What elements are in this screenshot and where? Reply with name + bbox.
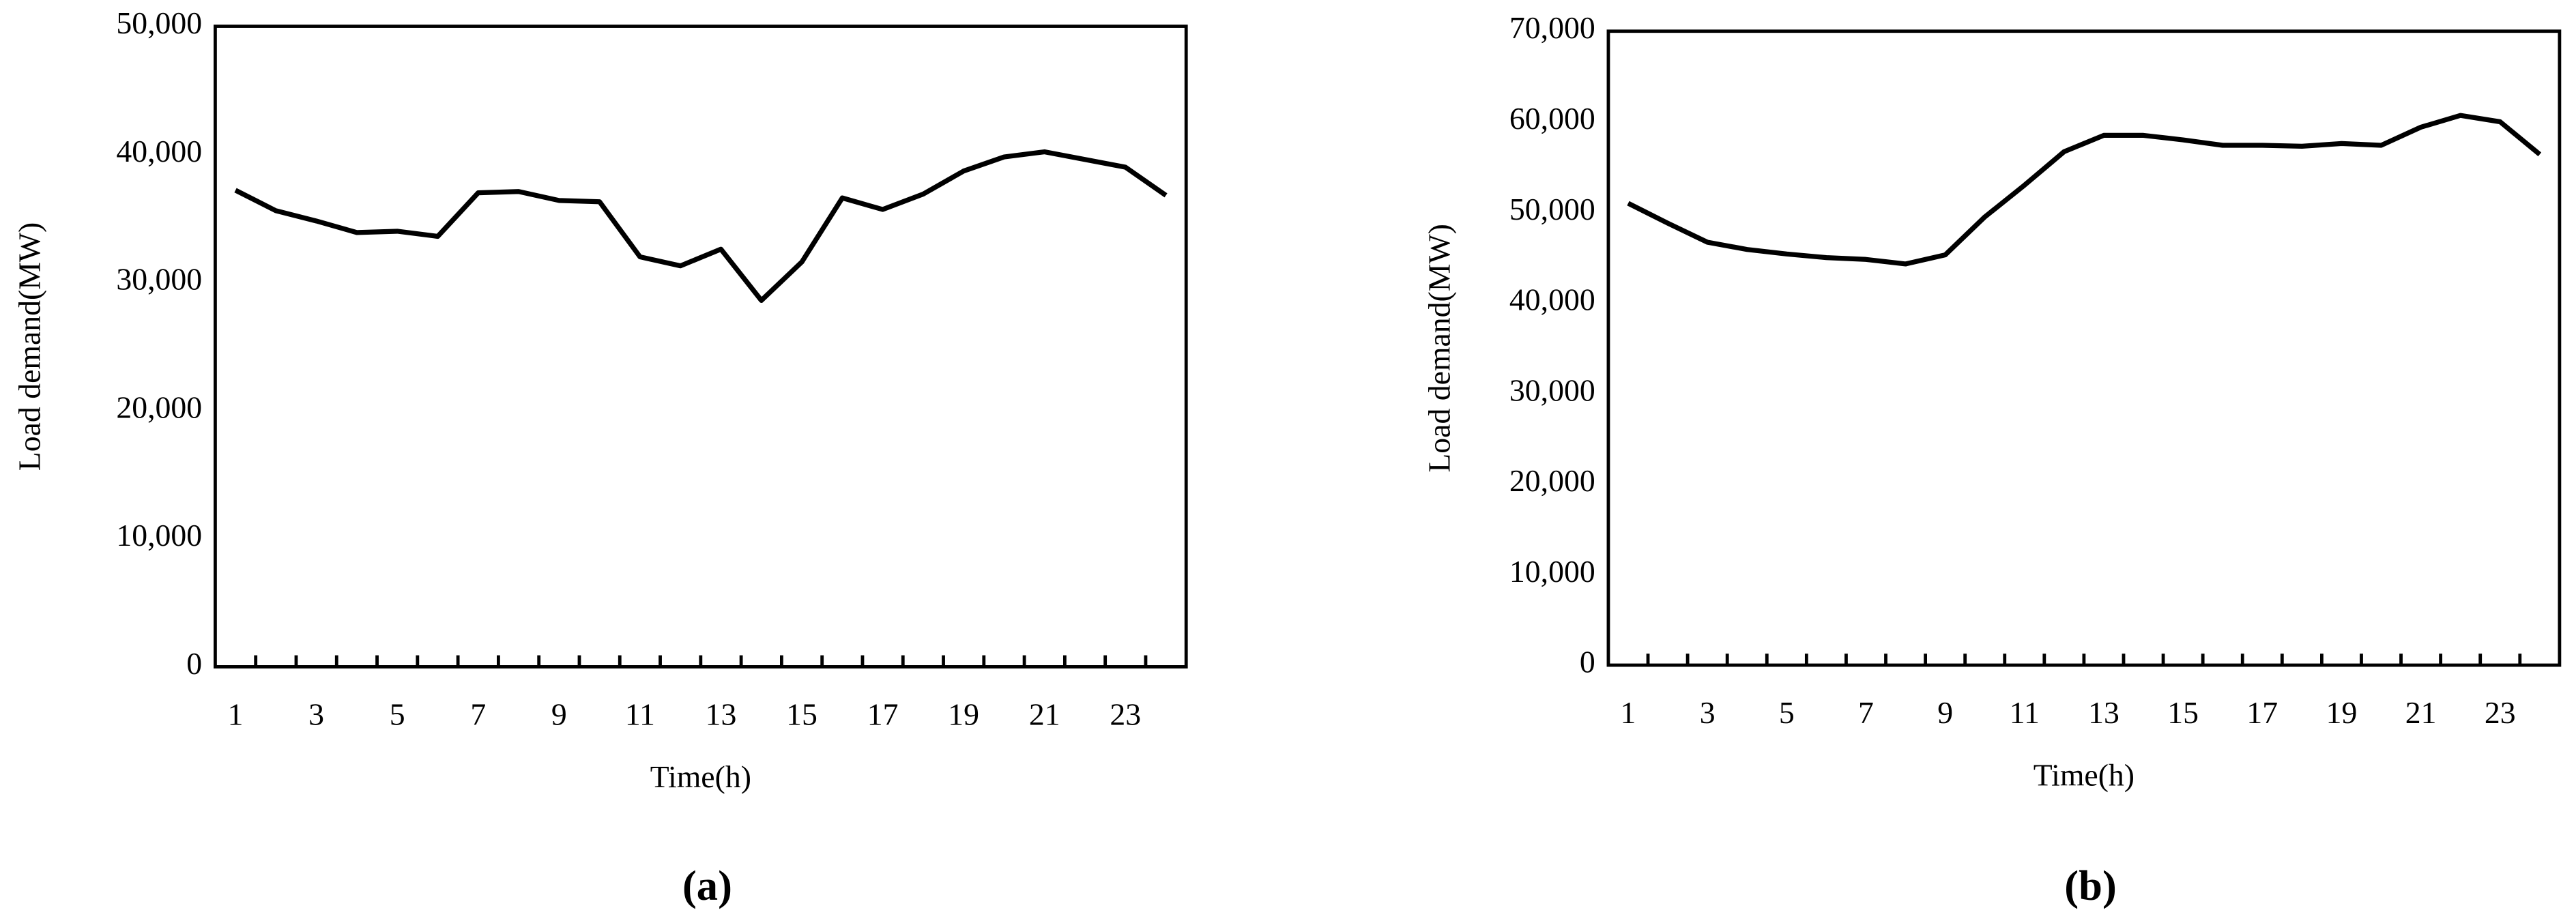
y-tick-label: 50,000 <box>116 5 202 40</box>
y-tick-label: 20,000 <box>1509 463 1595 498</box>
y-axis-title: Load demand(MW) <box>1421 224 1456 472</box>
x-tick-label: 23 <box>2485 695 2516 730</box>
plot-frame <box>1606 29 2562 667</box>
panel-label: (b) <box>2064 862 2116 909</box>
y-axis-title: Load demand(MW) <box>12 222 47 471</box>
data-line <box>234 149 1168 303</box>
x-tick-label: 9 <box>551 697 567 732</box>
x-tick-label: 23 <box>1110 697 1141 732</box>
x-tick-label: 19 <box>2326 695 2358 730</box>
x-tick-label: 5 <box>390 697 405 732</box>
x-tick-label: 15 <box>2167 695 2199 730</box>
x-axis-title: Time(h) <box>2034 758 2134 793</box>
y-tick-label: 10,000 <box>116 518 202 553</box>
y-tick-label: 0 <box>1580 645 1595 679</box>
x-tick-label: 1 <box>1621 695 1636 730</box>
x-tick-label: 21 <box>1029 697 1060 732</box>
data-line <box>1627 113 2542 267</box>
y-tick-label: 0 <box>186 646 202 681</box>
y-tick-label: 30,000 <box>1509 372 1595 407</box>
x-tick-label: 19 <box>948 697 979 732</box>
x-tick-label: 17 <box>2246 695 2278 730</box>
x-tick-label: 7 <box>470 697 486 732</box>
x-tick-label: 17 <box>867 697 899 732</box>
y-tick-label: 40,000 <box>1509 282 1595 317</box>
x-axis-title: Time(h) <box>650 759 751 794</box>
y-tick-label: 50,000 <box>1509 192 1595 226</box>
x-tick-label: 11 <box>2010 695 2040 730</box>
x-tick-label: 11 <box>625 697 655 732</box>
x-tick-label: 9 <box>1937 695 1953 730</box>
x-tick-label: 13 <box>706 697 737 732</box>
x-tick-label: 5 <box>1779 695 1795 730</box>
y-tick-label: 40,000 <box>116 134 202 169</box>
y-tick-label: 20,000 <box>116 390 202 424</box>
panel-label: (a) <box>682 862 732 909</box>
x-tick-label: 13 <box>2088 695 2119 730</box>
y-tick-label: 60,000 <box>1509 101 1595 136</box>
plot-frame <box>214 25 1188 669</box>
x-tick-label: 7 <box>1858 695 1874 730</box>
y-tick-label: 10,000 <box>1509 554 1595 589</box>
x-tick-label: 1 <box>228 697 244 732</box>
x-tick-label: 15 <box>786 697 817 732</box>
x-tick-label: 21 <box>2405 695 2437 730</box>
x-tick-label: 3 <box>1700 695 1716 730</box>
x-tick-label: 3 <box>308 697 324 732</box>
y-tick-label: 30,000 <box>116 262 202 297</box>
y-tick-label: 70,000 <box>1509 10 1595 45</box>
